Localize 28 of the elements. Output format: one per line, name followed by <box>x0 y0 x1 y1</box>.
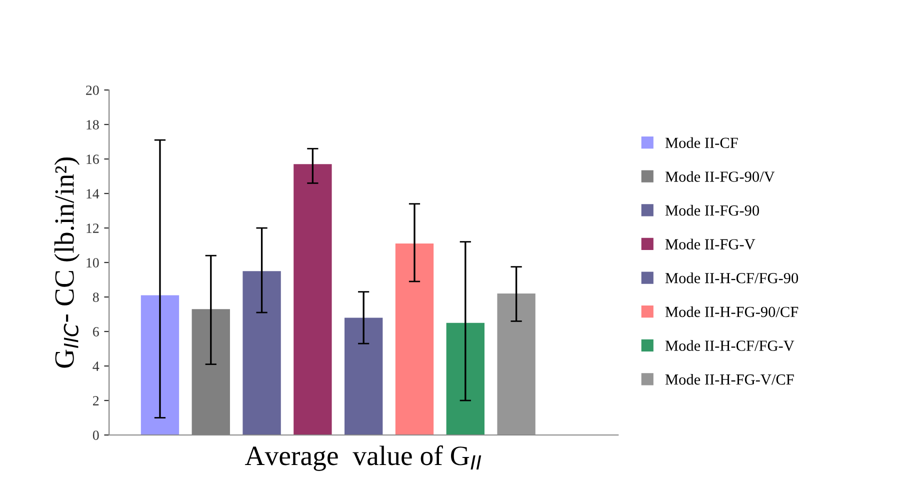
y-tick-label: 12 <box>86 224 99 233</box>
legend-label: Mode II-CF <box>665 137 738 148</box>
y-axis-title: G$_{IIC}$- CC (lb.in/in²) <box>54 157 80 368</box>
bar <box>395 244 434 435</box>
x-axis-title: Average value of G$_{II}$ <box>244 445 482 471</box>
y-tick-label: 2 <box>93 396 99 406</box>
y-tick-label: 6 <box>93 327 99 336</box>
legend-label: Mode II-H-FG-90/CF <box>665 306 798 318</box>
bar <box>242 271 281 435</box>
y-tick-label: 4 <box>92 362 100 371</box>
legend-label: Mode II-FG-90 <box>665 204 760 216</box>
bar <box>294 164 332 435</box>
bar <box>497 294 536 435</box>
y-tick-label: 18 <box>86 120 99 130</box>
bar <box>446 322 484 435</box>
bar <box>344 318 383 435</box>
legend-label: Mode II-H-FG-V/CF <box>665 374 794 385</box>
y-tick-label: 8 <box>92 292 99 302</box>
legend-label: Mode II-FG-V <box>665 238 756 250</box>
legend-label: Mode II-H-CF/FG-90 <box>665 272 798 284</box>
y-tick-label: 14 <box>86 189 100 198</box>
y-tick-label: 16 <box>86 154 99 164</box>
y-tick-label: 10 <box>86 258 99 268</box>
legend-label: Mode II-FG-90/V <box>665 171 775 182</box>
y-tick-label: 20 <box>86 86 99 95</box>
legend-label: Mode II-H-CF/FG-V <box>665 340 794 351</box>
y-tick-label: 0 <box>92 430 99 440</box>
bar <box>140 295 180 435</box>
